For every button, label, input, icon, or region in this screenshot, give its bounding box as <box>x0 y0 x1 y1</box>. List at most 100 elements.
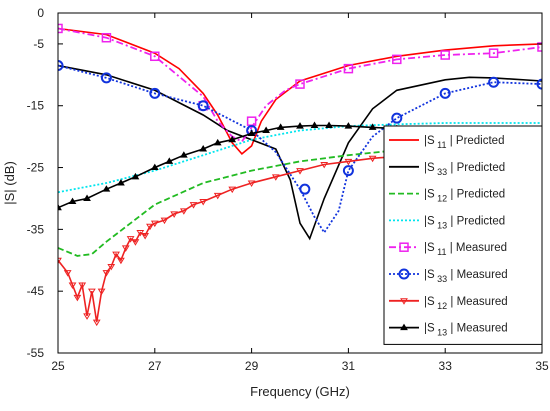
data-point <box>310 121 319 129</box>
data-point <box>296 122 304 129</box>
data-point <box>296 168 304 175</box>
data-point <box>179 208 188 215</box>
x-tick-label: 29 <box>245 359 259 373</box>
y-tick-label: -35 <box>27 222 45 236</box>
y-tick-label: -15 <box>27 99 45 113</box>
data-point <box>368 155 377 163</box>
legend-label: |S 12 | Predicted <box>424 189 505 204</box>
data-point <box>58 203 62 211</box>
data-point <box>97 288 106 296</box>
data-point <box>537 42 542 52</box>
data-point <box>63 270 72 277</box>
data-point <box>488 76 500 88</box>
x-tick-label: 31 <box>342 359 356 373</box>
data-point <box>295 79 305 89</box>
data-point <box>87 288 96 296</box>
data-point <box>58 257 62 265</box>
data-point <box>83 313 91 320</box>
series-s33-measured <box>58 60 542 235</box>
data-point <box>392 54 402 65</box>
data-point <box>150 220 159 228</box>
y-tick-label: 0 <box>37 6 44 20</box>
data-point <box>391 112 403 124</box>
data-point <box>107 263 116 271</box>
data-point <box>199 199 208 206</box>
x-tick-label: 33 <box>439 359 453 373</box>
data-point <box>344 122 353 129</box>
data-point <box>136 229 145 237</box>
data-point <box>131 239 140 246</box>
data-point <box>271 174 280 181</box>
legend-marker <box>399 242 409 252</box>
series-line <box>58 141 542 257</box>
legend-marker <box>398 268 410 280</box>
legend-label: |S 33 | Predicted <box>424 162 505 177</box>
legend-label: |S 11 | Predicted <box>424 135 504 150</box>
y-tick-label: -55 <box>27 346 45 360</box>
data-point <box>199 145 208 152</box>
data-point <box>78 282 87 289</box>
legend-marker <box>400 323 408 331</box>
series-s12-predicted <box>58 141 542 257</box>
data-point <box>440 50 450 60</box>
data-point <box>112 251 120 259</box>
x-tick-label: 25 <box>51 359 65 373</box>
series-line <box>58 64 542 241</box>
legend-label: |S 13 | Predicted <box>424 215 505 230</box>
data-point <box>58 23 63 34</box>
data-point <box>73 294 82 302</box>
axis-ticks: 25 27 29 31 33 35 0 -5 -15 -25 -35 -45 -55 <box>27 6 549 373</box>
legend-label: |S 33 | Measured <box>424 269 508 284</box>
data-point <box>262 126 271 133</box>
data-point <box>117 257 125 265</box>
data-point <box>146 223 154 231</box>
data-point <box>102 185 111 192</box>
data-point <box>228 186 237 194</box>
x-tick-label: 27 <box>148 359 162 373</box>
legend-label: |S 11 | Measured <box>424 242 507 257</box>
data-point <box>150 51 160 62</box>
data-point <box>344 158 353 166</box>
data-point <box>276 123 285 130</box>
series-s11-measured <box>58 23 542 143</box>
data-point <box>247 129 256 137</box>
legend-label: |S 13 | Measured <box>424 323 508 338</box>
data-point <box>189 202 198 209</box>
data-point <box>117 179 125 186</box>
data-point <box>213 138 222 146</box>
data-point <box>342 165 354 177</box>
x-axis-label: Frequency (GHz) <box>250 384 350 399</box>
data-point <box>179 151 188 158</box>
data-point <box>121 245 130 252</box>
data-point <box>320 161 329 169</box>
data-point <box>299 183 311 195</box>
data-point <box>439 87 451 99</box>
data-point <box>325 121 333 129</box>
data-point <box>488 48 499 58</box>
data-point <box>149 87 161 99</box>
data-point <box>165 157 174 164</box>
data-point <box>213 192 222 200</box>
data-point <box>92 319 101 327</box>
y-tick-label: -5 <box>33 37 44 51</box>
data-point <box>58 60 64 72</box>
series-line <box>58 64 542 235</box>
legend-label: |S 12 | Measured <box>424 296 508 311</box>
data-point <box>100 72 112 84</box>
data-point <box>170 211 179 218</box>
series-s11-predicted <box>58 27 542 156</box>
y-tick-label: -45 <box>27 284 45 298</box>
data-point <box>68 282 77 289</box>
data-point <box>368 123 377 130</box>
data-point <box>68 197 77 205</box>
series-s33-predicted <box>58 64 542 241</box>
data-point <box>343 63 354 74</box>
x-tick-label: 35 <box>535 359 549 373</box>
data-point <box>131 172 140 180</box>
legend: |S 11 | Predicted |S 33 | Predicted |S 12 … <box>383 125 543 345</box>
legend-marker <box>400 298 408 305</box>
y-tick-label: -25 <box>27 161 45 175</box>
data-point <box>197 100 209 112</box>
y-axis-label: |S| (dB) <box>2 161 17 205</box>
